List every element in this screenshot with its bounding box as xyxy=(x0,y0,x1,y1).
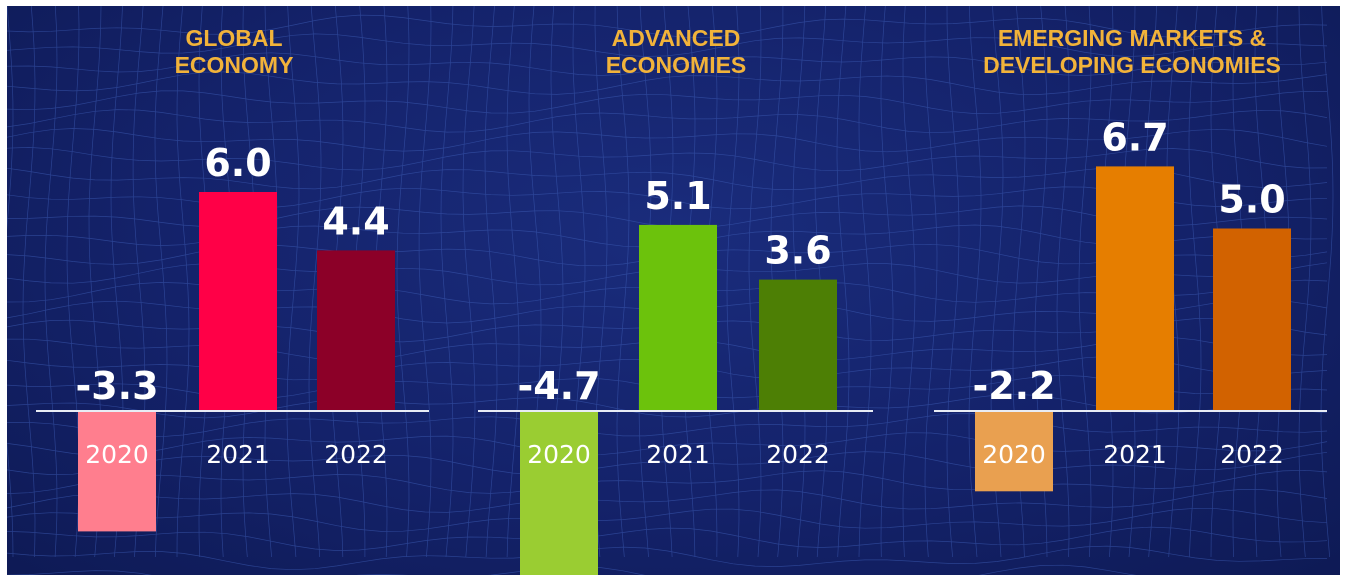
value-label: 6.7 xyxy=(1101,115,1168,159)
bar-2022 xyxy=(1213,228,1291,411)
value-label: -4.7 xyxy=(517,364,600,408)
bar-2021 xyxy=(639,224,717,411)
chart-title: GLOBAL ECONOMY xyxy=(175,25,294,78)
chart-2: ADVANCED ECONOMIES -4.7 2020 5.1 2021 3.6 2022 xyxy=(478,25,873,575)
value-label: 4.4 xyxy=(322,199,389,243)
value-label: -2.2 xyxy=(972,364,1055,408)
tick-label: 2020 xyxy=(85,440,149,469)
chart-3: EMERGING MARKETS & DEVELOPING ECONOMIES -2… xyxy=(934,25,1327,492)
tick-label: 2021 xyxy=(1103,440,1167,469)
bar-2022 xyxy=(317,250,395,411)
bar-2020 xyxy=(78,411,156,532)
value-label: -3.3 xyxy=(75,364,158,408)
tick-label: 2021 xyxy=(206,440,270,469)
bar-2021 xyxy=(1096,166,1174,411)
tick-label: 2022 xyxy=(766,440,830,469)
tick-label: 2020 xyxy=(527,440,591,469)
value-label: 5.1 xyxy=(644,174,711,218)
bar-2020 xyxy=(520,411,598,575)
chart-title: EMERGING MARKETS & DEVELOPING ECONOMIES xyxy=(983,25,1281,78)
bar-2021 xyxy=(199,192,277,411)
value-label: 6.0 xyxy=(204,141,271,185)
top-strip xyxy=(0,0,1348,6)
chart-1: GLOBAL ECONOMY -3.3 2020 6.0 2021 4.4 2022 xyxy=(36,25,429,532)
bar-2022 xyxy=(759,279,837,411)
tick-label: 2021 xyxy=(646,440,710,469)
value-label: 5.0 xyxy=(1218,178,1285,222)
growth-projection-charts: GLOBAL ECONOMY-3.320206.020214.42022ADVAN… xyxy=(36,25,1327,575)
tick-label: 2022 xyxy=(324,440,388,469)
tick-label: 2020 xyxy=(982,440,1046,469)
chart-title: ADVANCED ECONOMIES xyxy=(606,25,747,78)
bar-2020 xyxy=(975,411,1053,492)
tick-label: 2022 xyxy=(1220,440,1284,469)
infographic-panel: GLOBAL ECONOMY -3.3 2020 6.0 2021 4.4 2022 ADVAN… xyxy=(7,6,1340,575)
value-label: 3.6 xyxy=(764,229,831,273)
